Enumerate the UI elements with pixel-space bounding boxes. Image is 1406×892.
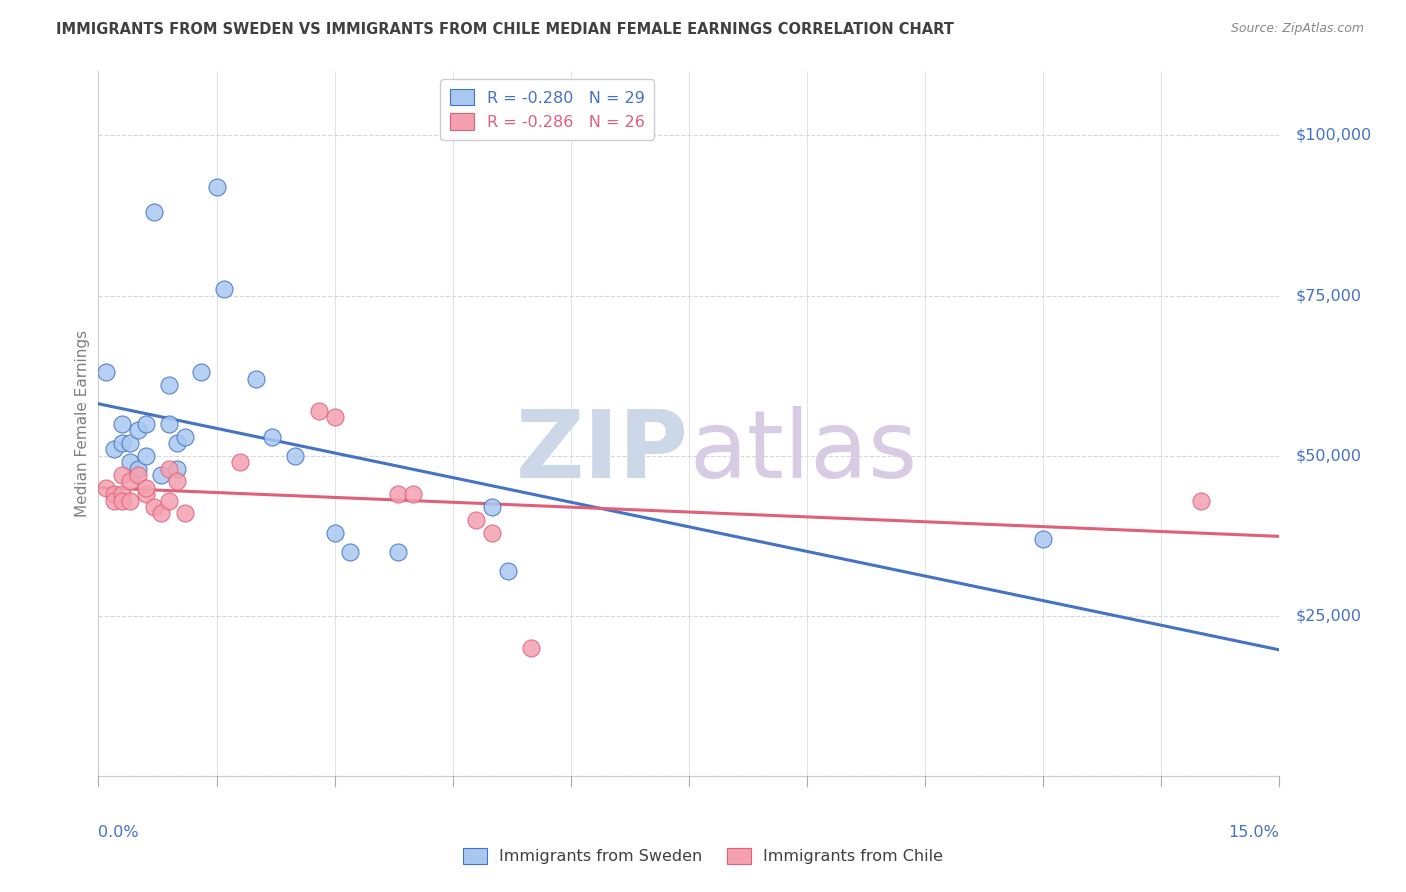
Point: [481, 525, 503, 540]
Text: IMMIGRANTS FROM SWEDEN VS IMMIGRANTS FROM CHILE MEDIAN FEMALE EARNINGS CORRELATI: IMMIGRANTS FROM SWEDEN VS IMMIGRANTS FRO…: [56, 22, 955, 37]
Point: [111, 417, 134, 431]
Point: [214, 282, 236, 296]
Point: [127, 461, 149, 475]
Point: [118, 455, 141, 469]
Legend: Immigrants from Sweden, Immigrants from Chile: Immigrants from Sweden, Immigrants from …: [457, 841, 949, 871]
Point: [118, 493, 141, 508]
Point: [260, 429, 283, 443]
Point: [308, 404, 330, 418]
Text: ZIP: ZIP: [516, 406, 689, 498]
Point: [387, 545, 409, 559]
Point: [166, 461, 188, 475]
Point: [465, 513, 488, 527]
Y-axis label: Median Female Earnings: Median Female Earnings: [75, 330, 90, 517]
Point: [103, 487, 125, 501]
Text: $50,000: $50,000: [1295, 449, 1361, 463]
Point: [103, 442, 125, 457]
Point: [166, 475, 188, 489]
Text: 0.0%: 0.0%: [98, 825, 139, 840]
Point: [1032, 532, 1054, 546]
Point: [245, 372, 267, 386]
Text: $25,000: $25,000: [1295, 608, 1361, 624]
Point: [387, 487, 409, 501]
Text: 15.0%: 15.0%: [1229, 825, 1279, 840]
Point: [323, 410, 346, 425]
Point: [111, 487, 134, 501]
Point: [111, 436, 134, 450]
Point: [111, 467, 134, 482]
Point: [150, 467, 173, 482]
Point: [111, 493, 134, 508]
Point: [520, 640, 543, 655]
Point: [284, 449, 307, 463]
Point: [142, 205, 165, 219]
Point: [135, 417, 157, 431]
Point: [135, 487, 157, 501]
Point: [166, 436, 188, 450]
Text: $100,000: $100,000: [1295, 128, 1371, 143]
Point: [96, 481, 118, 495]
Point: [96, 366, 118, 380]
Point: [157, 461, 180, 475]
Point: [150, 507, 173, 521]
Point: [205, 179, 228, 194]
Point: [157, 493, 180, 508]
Point: [496, 564, 519, 578]
Point: [157, 417, 180, 431]
Point: [339, 545, 361, 559]
Point: [174, 429, 197, 443]
Point: [157, 378, 180, 392]
Point: [402, 487, 425, 501]
Point: [127, 467, 149, 482]
Point: [142, 500, 165, 514]
Point: [127, 423, 149, 437]
Text: $75,000: $75,000: [1295, 288, 1361, 303]
Point: [135, 449, 157, 463]
Text: Source: ZipAtlas.com: Source: ZipAtlas.com: [1230, 22, 1364, 36]
Point: [174, 507, 197, 521]
Legend: R = -0.280   N = 29, R = -0.286   N = 26: R = -0.280 N = 29, R = -0.286 N = 26: [440, 79, 654, 140]
Text: atlas: atlas: [689, 406, 917, 498]
Point: [135, 481, 157, 495]
Point: [118, 475, 141, 489]
Point: [190, 366, 212, 380]
Point: [229, 455, 252, 469]
Point: [118, 436, 141, 450]
Point: [481, 500, 503, 514]
Point: [323, 525, 346, 540]
Point: [1189, 493, 1212, 508]
Point: [103, 493, 125, 508]
